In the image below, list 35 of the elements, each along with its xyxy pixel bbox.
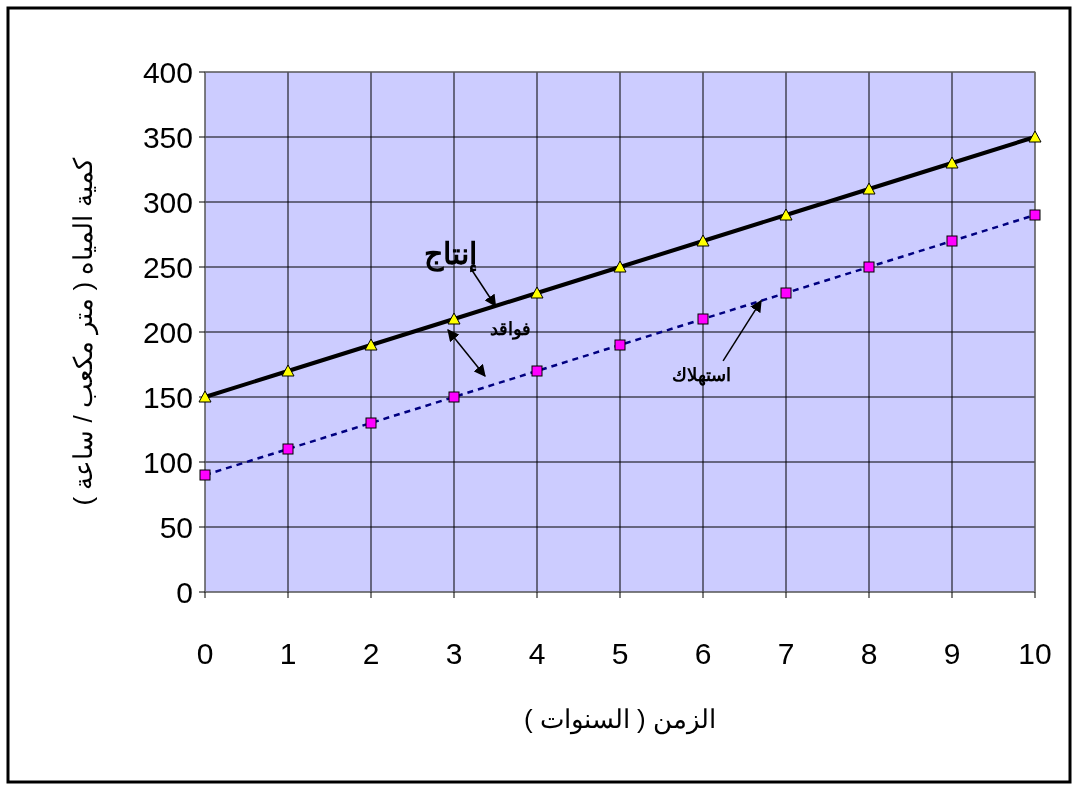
point bbox=[945, 156, 959, 169]
y-tick-label: 350 bbox=[142, 121, 193, 154]
x-tick-label: 10 bbox=[1018, 637, 1052, 670]
x-tick-label: 8 bbox=[860, 637, 878, 670]
point bbox=[862, 182, 876, 195]
x-tick-label: 1 bbox=[279, 637, 297, 670]
annotation: فواقد bbox=[489, 319, 531, 340]
y-tick-label: 300 bbox=[142, 186, 193, 219]
x-tick-label: 2 bbox=[362, 637, 380, 670]
x-tick-label: 4 bbox=[528, 637, 546, 670]
x-tick-label: 6 bbox=[694, 637, 712, 670]
y-tick-label: 150 bbox=[142, 381, 193, 414]
y-axis-title: كمية المياه ( متر مكعب / ساعة ) bbox=[68, 157, 99, 506]
point bbox=[779, 208, 793, 221]
x-tick-label: 3 bbox=[445, 637, 463, 670]
point bbox=[613, 260, 627, 273]
point bbox=[1028, 130, 1042, 143]
point bbox=[696, 234, 710, 247]
y-tick-label: 400 bbox=[142, 56, 193, 89]
point bbox=[364, 338, 378, 351]
x-tick-label: 5 bbox=[611, 637, 629, 670]
point bbox=[447, 312, 461, 325]
y-tick-label: 250 bbox=[142, 251, 193, 284]
point bbox=[530, 286, 544, 299]
y-tick-label: 100 bbox=[142, 446, 193, 479]
y-tick-label: 200 bbox=[142, 316, 193, 349]
y-tick-label: 50 bbox=[159, 511, 193, 544]
x-axis-title: الزمن ( السنوات ) bbox=[524, 704, 716, 735]
point bbox=[281, 364, 295, 377]
y-tick-label: 0 bbox=[176, 576, 193, 609]
annotation: استهلاك bbox=[671, 364, 731, 386]
x-tick-label: 9 bbox=[943, 637, 961, 670]
x-tick-label: 0 bbox=[196, 637, 214, 670]
x-tick-label: 7 bbox=[777, 637, 795, 670]
annotation: إنتاج bbox=[424, 237, 477, 273]
